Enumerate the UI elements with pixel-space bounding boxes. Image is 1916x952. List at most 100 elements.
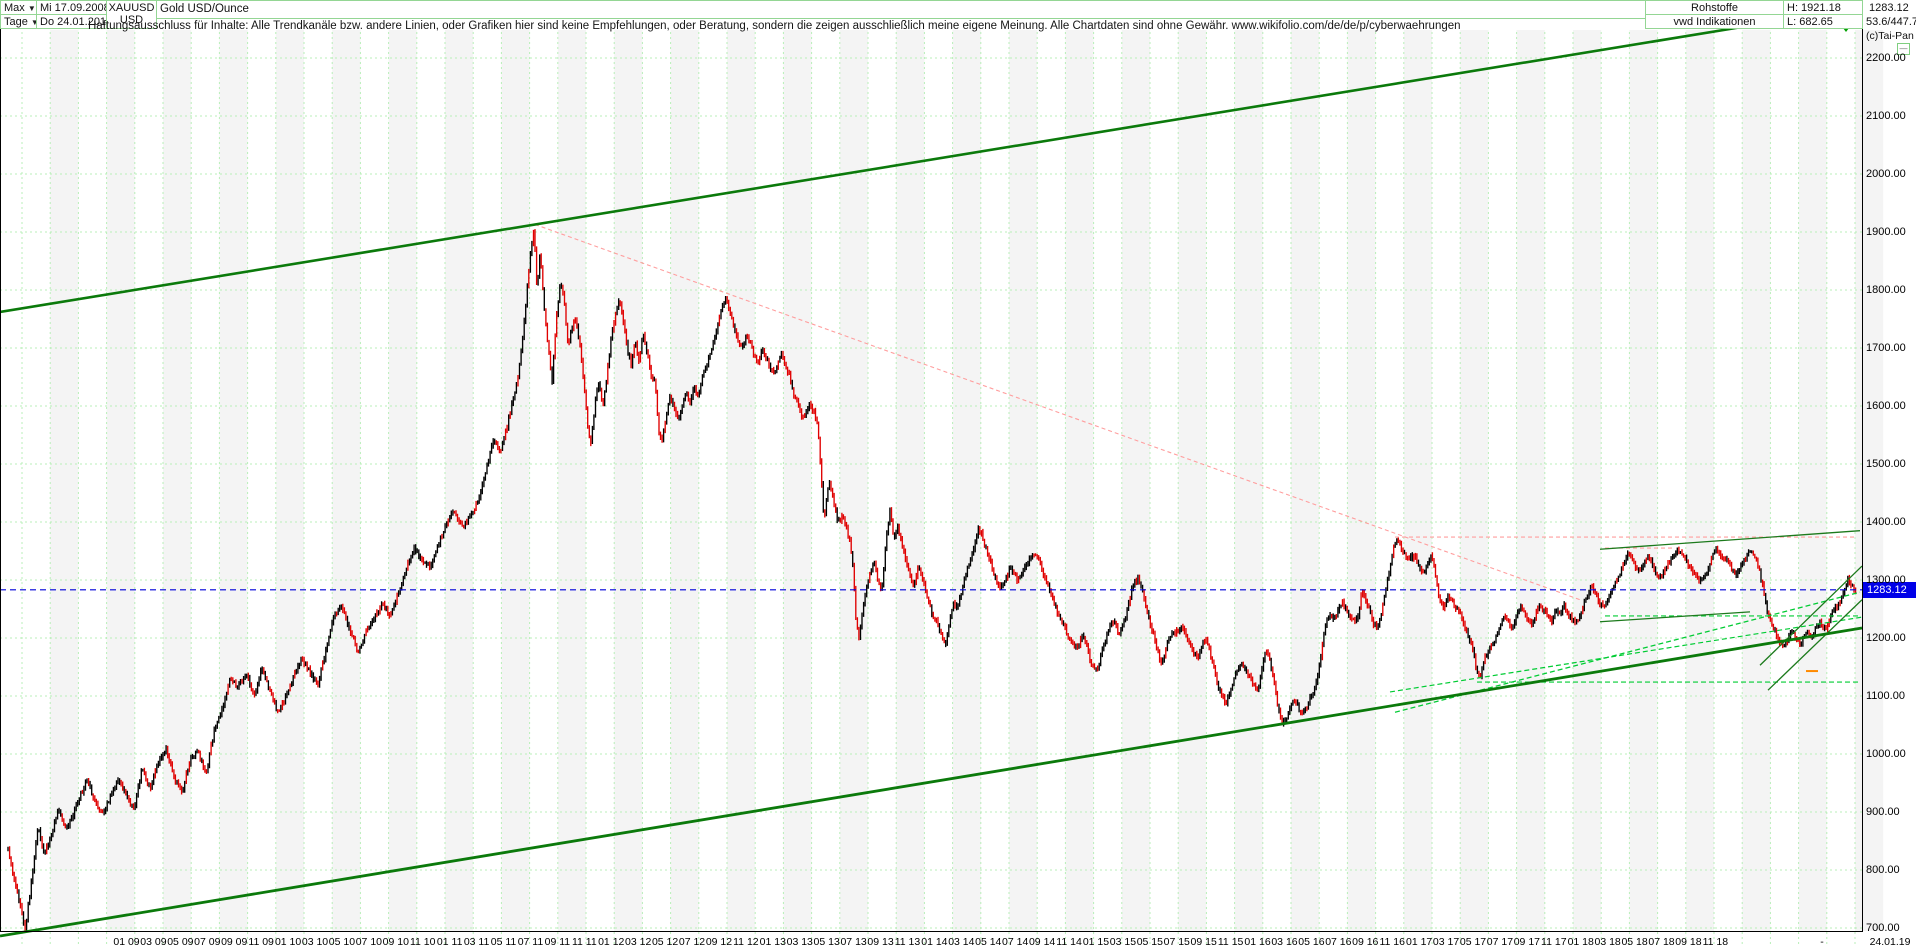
price-axis-label: 800.00 [1866,864,1900,876]
currency-value: USD [119,14,144,26]
price-axis-label: 1800.00 [1866,284,1906,296]
date-axis-label: 11 14 [1056,936,1082,948]
price-axis-label: 1100.00 [1866,690,1905,702]
range-info: 53.6/447.7 [1866,16,1916,28]
date-axis-label: 03 18 [1594,936,1621,948]
date-axis-label: 07 12 [678,936,706,948]
date-axis-label: 09 12 [705,936,733,948]
date-axis-separator: - [1820,936,1824,948]
date-axis-label: 01 11 [436,936,463,948]
date-axis-label: 07 16 [1325,936,1352,948]
price-axis-label: 1000.00 [1866,748,1906,760]
date-axis-label: 09 11 [544,936,571,948]
source-cell: vwd Indikationen [1645,14,1784,29]
date-axis-label: 09 16 [1352,936,1379,948]
date-axis-label: 07 11 [517,936,544,948]
price-axis-label: 1900.00 [1866,226,1906,238]
date-axis-label: 01 09 [113,936,140,948]
date-axis-label: 05 11 [490,936,517,948]
high-cell: H: 1921.18 [1783,0,1863,15]
date-axis-label: 07 13 [840,936,867,948]
collapse-button[interactable]: — [1897,43,1910,55]
period-dropdown[interactable]: Tage ▼ [0,14,37,29]
date-axis-label: 07 14 [1002,936,1029,948]
end-date-value: Do 24.01.2019 [40,16,107,28]
date-axis-label: 07 09 [194,936,221,948]
high-value: H: 1921.18 [1787,2,1841,14]
date-axis-last-date: 24.01.19 [1869,936,1911,948]
date-axis-label: 01 15 [1082,936,1110,948]
price-axis-label: 1700.00 [1866,342,1906,354]
date-axis-label: 05 18 [1621,936,1648,948]
date-axis-label: 11 17 [1541,936,1567,948]
date-axis-label: 11 16 [1379,936,1405,948]
low-cell: L: 682.65 [1783,14,1863,29]
price-axis-label: 700.00 [1866,922,1900,934]
date-axis-label: 01 12 [598,936,625,948]
date-axis-label: 03 15 [1109,936,1137,948]
end-date-field[interactable]: Do 24.01.2019 [36,14,107,29]
date-axis-label: 05 13 [813,936,840,948]
date-axis-label: 07 18 [1648,936,1675,948]
date-axis-label: 09 13 [867,936,894,948]
date-axis-label: 09 10 [382,936,409,948]
date-axis-label: 09 09 [221,936,248,948]
date-axis-label: 01 18 [1567,936,1594,948]
date-axis-label: 01 13 [759,936,786,948]
date-axis-label: 11 09 [248,936,274,948]
instrument-title-cell: Gold USD/Ounce [156,0,1646,19]
price-axis-label: 2100.00 [1866,110,1906,122]
current-price-tag: 1283.12 [1863,582,1916,598]
date-axis-label: 01 14 [921,936,948,948]
symbol-cell: XAUUSD USD [106,0,157,29]
date-axis-label: 03 09 [140,936,167,948]
price-axis-label: 1200.00 [1866,632,1906,644]
date-axis-label: 03 17 [1432,936,1460,948]
symbol-value: XAUUSD [108,2,155,14]
date-axis-label: 05 10 [328,936,356,948]
date-axis-label: 07 10 [355,936,382,948]
date-axis-label: 05 09 [167,936,194,948]
last-price-header: 1283.12 [1869,2,1909,14]
copyright-label: (c)Tai-Pan [1866,30,1914,42]
date-axis-label: 05 16 [1298,936,1325,948]
category-label: Rohstoffe [1691,2,1738,14]
source-label: vwd Indikationen [1673,16,1756,28]
start-date-value: Mi 17.09.2008 [40,2,107,14]
date-axis-label: 03 11 [463,936,490,948]
start-date-field[interactable]: Mi 17.09.2008 [36,0,107,15]
chevron-down-icon: ▼ [31,18,36,27]
disclaimer-text: Haftungsausschluss für Inhalte: Alle Tre… [88,20,1461,32]
date-axis-label: 09 15 [1190,936,1217,948]
price-axis-label: 1600.00 [1866,400,1906,412]
date-axis-label: 05 14 [975,936,1002,948]
date-axis-label: 11 15 [1217,936,1244,948]
date-axis-label: 05 17 [1459,936,1487,948]
date-axis-label: 03 10 [301,936,329,948]
price-axis-label: 2000.00 [1866,168,1906,180]
date-axis-label: 07 15 [1163,936,1190,948]
date-axis-label: 11 10 [409,936,436,948]
price-axis-label: 900.00 [1866,806,1900,818]
range-dropdown[interactable]: Max ▼ [0,0,37,15]
date-axis-label: 11 18 [1702,936,1729,948]
date-axis-label: 01 16 [1244,936,1271,948]
date-axis-label: 09 18 [1675,936,1702,948]
category-cell: Rohstoffe [1645,0,1784,15]
date-axis-label: 11 13 [894,936,921,948]
date-axis-label: 05 15 [1136,936,1163,948]
instrument-title: Gold USD/Ounce [160,3,249,15]
date-axis-label: 03 14 [948,936,975,948]
date-axis-label: 09 17 [1513,936,1540,948]
chevron-down-icon: ▼ [27,4,36,13]
minimize-icon: — [1899,44,1908,53]
date-axis-label: 03 16 [1271,936,1298,948]
date-axis-label: 05 12 [651,936,679,948]
period-dropdown-label: Tage [4,16,28,28]
low-value: L: 682.65 [1787,16,1833,28]
price-axis-label: 1500.00 [1866,458,1906,470]
date-axis-label: 09 14 [1028,936,1056,948]
price-axis-label: 1400.00 [1866,516,1906,528]
